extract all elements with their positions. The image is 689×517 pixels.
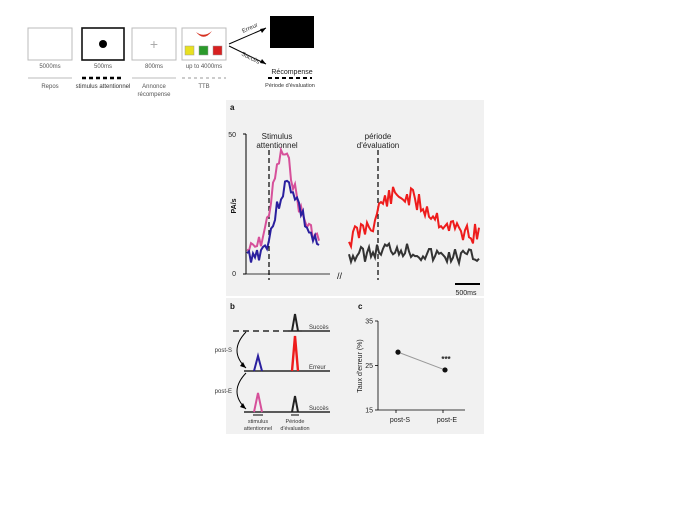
panel-a-ylabel: PA/s xyxy=(231,198,238,213)
success-branch xyxy=(228,45,267,65)
panel-c-background xyxy=(354,298,484,434)
y-tick-0: 0 xyxy=(232,271,236,278)
eval-xlabel-2: d'évaluation xyxy=(280,426,309,432)
panel-b-letter: b xyxy=(230,302,235,311)
stimulus-label: stimulus attentionnel xyxy=(76,84,131,90)
error-branch-label: Erreur xyxy=(241,23,259,35)
data-point xyxy=(442,367,448,373)
data-point xyxy=(395,349,401,355)
panel-c: c Taux d'erreur (%) *** 35 25 15 post-S post… xyxy=(354,298,484,434)
post-s-label: post-S xyxy=(215,348,232,354)
stimulus-xlabel-2: attentionnel xyxy=(244,426,272,432)
y-tick-label: 15 xyxy=(365,408,373,415)
error-peak xyxy=(290,335,300,372)
y-tick-label: 25 xyxy=(365,363,373,370)
x-tick-label: post-S xyxy=(390,417,411,424)
error-eval-trace xyxy=(348,186,480,251)
eval-xlabel-1: Période xyxy=(286,419,305,425)
post-s-stimulus-peak xyxy=(253,352,263,372)
rest-screen xyxy=(27,27,73,61)
ttb-duration: up to 4000ms xyxy=(186,64,222,70)
green-target-icon xyxy=(198,45,209,56)
post-e-stimulus-peak xyxy=(253,392,263,413)
reward-text: Récompense xyxy=(271,69,312,76)
post-success-stimulus-trace xyxy=(246,179,320,263)
cue-screen xyxy=(131,27,177,61)
plus-icon: + xyxy=(150,36,158,52)
success-eval-trace xyxy=(348,241,480,268)
succes-top-label: Succès xyxy=(309,325,329,331)
success-peak-bottom xyxy=(291,395,299,413)
x-tick-label: post-E xyxy=(437,417,458,424)
cue-label: Annonce xyxy=(142,84,166,90)
panel-c-letter: c xyxy=(358,302,363,311)
stimulus-label-2: attentionnel xyxy=(256,141,298,150)
y-tick-50: 50 xyxy=(228,132,236,139)
panel-a-letter: a xyxy=(230,103,235,112)
panel-a: a 50 0 PA/s Stimulus attentionnel périod… xyxy=(226,100,484,297)
panel-b: b Succès Erreur Succès post-S post-E sti… xyxy=(215,298,354,434)
eval-label-2: d'évaluation xyxy=(357,141,399,150)
significance-annotation: *** xyxy=(441,355,451,364)
succes-bottom-label: Succès xyxy=(309,406,329,412)
scale-bar-label: 500ms xyxy=(455,290,477,297)
eval-period-label: Période d'évaluation xyxy=(265,83,315,89)
red-target-icon xyxy=(212,45,223,56)
reward-icon xyxy=(196,31,212,37)
series-line xyxy=(397,351,446,371)
error-screen xyxy=(270,16,314,48)
panel-c-ylabel: Taux d'erreur (%) xyxy=(357,339,364,392)
rest-label: Repos xyxy=(41,84,58,90)
erreur-label: Erreur xyxy=(309,365,326,371)
error-branch xyxy=(228,27,267,45)
cue-duration: 800ms xyxy=(145,64,163,70)
rest-duration: 5000ms xyxy=(39,64,60,70)
panel-b-background xyxy=(226,298,354,434)
success-branch-label: Succès xyxy=(240,51,260,65)
post-e-label: post-E xyxy=(215,389,232,395)
stimulus-xlabel-1: stimulus xyxy=(248,419,268,425)
stimulus-dot xyxy=(99,40,107,48)
ttb-label: TTB xyxy=(198,84,209,90)
eval-label-1: période xyxy=(365,132,392,141)
task-timeline: 5000ms Repos 500ms stimulus attentionnel… xyxy=(27,16,315,98)
panel-a-background xyxy=(226,100,484,296)
cue-label-2: récompense xyxy=(137,92,171,98)
y-tick-label: 35 xyxy=(365,319,373,326)
stimulus-label-1: Stimulus xyxy=(262,132,293,141)
axis-break: // xyxy=(337,271,343,281)
success-peak-top xyxy=(291,313,299,332)
yellow-target-icon xyxy=(184,45,195,56)
stimulus-duration: 500ms xyxy=(94,64,112,70)
